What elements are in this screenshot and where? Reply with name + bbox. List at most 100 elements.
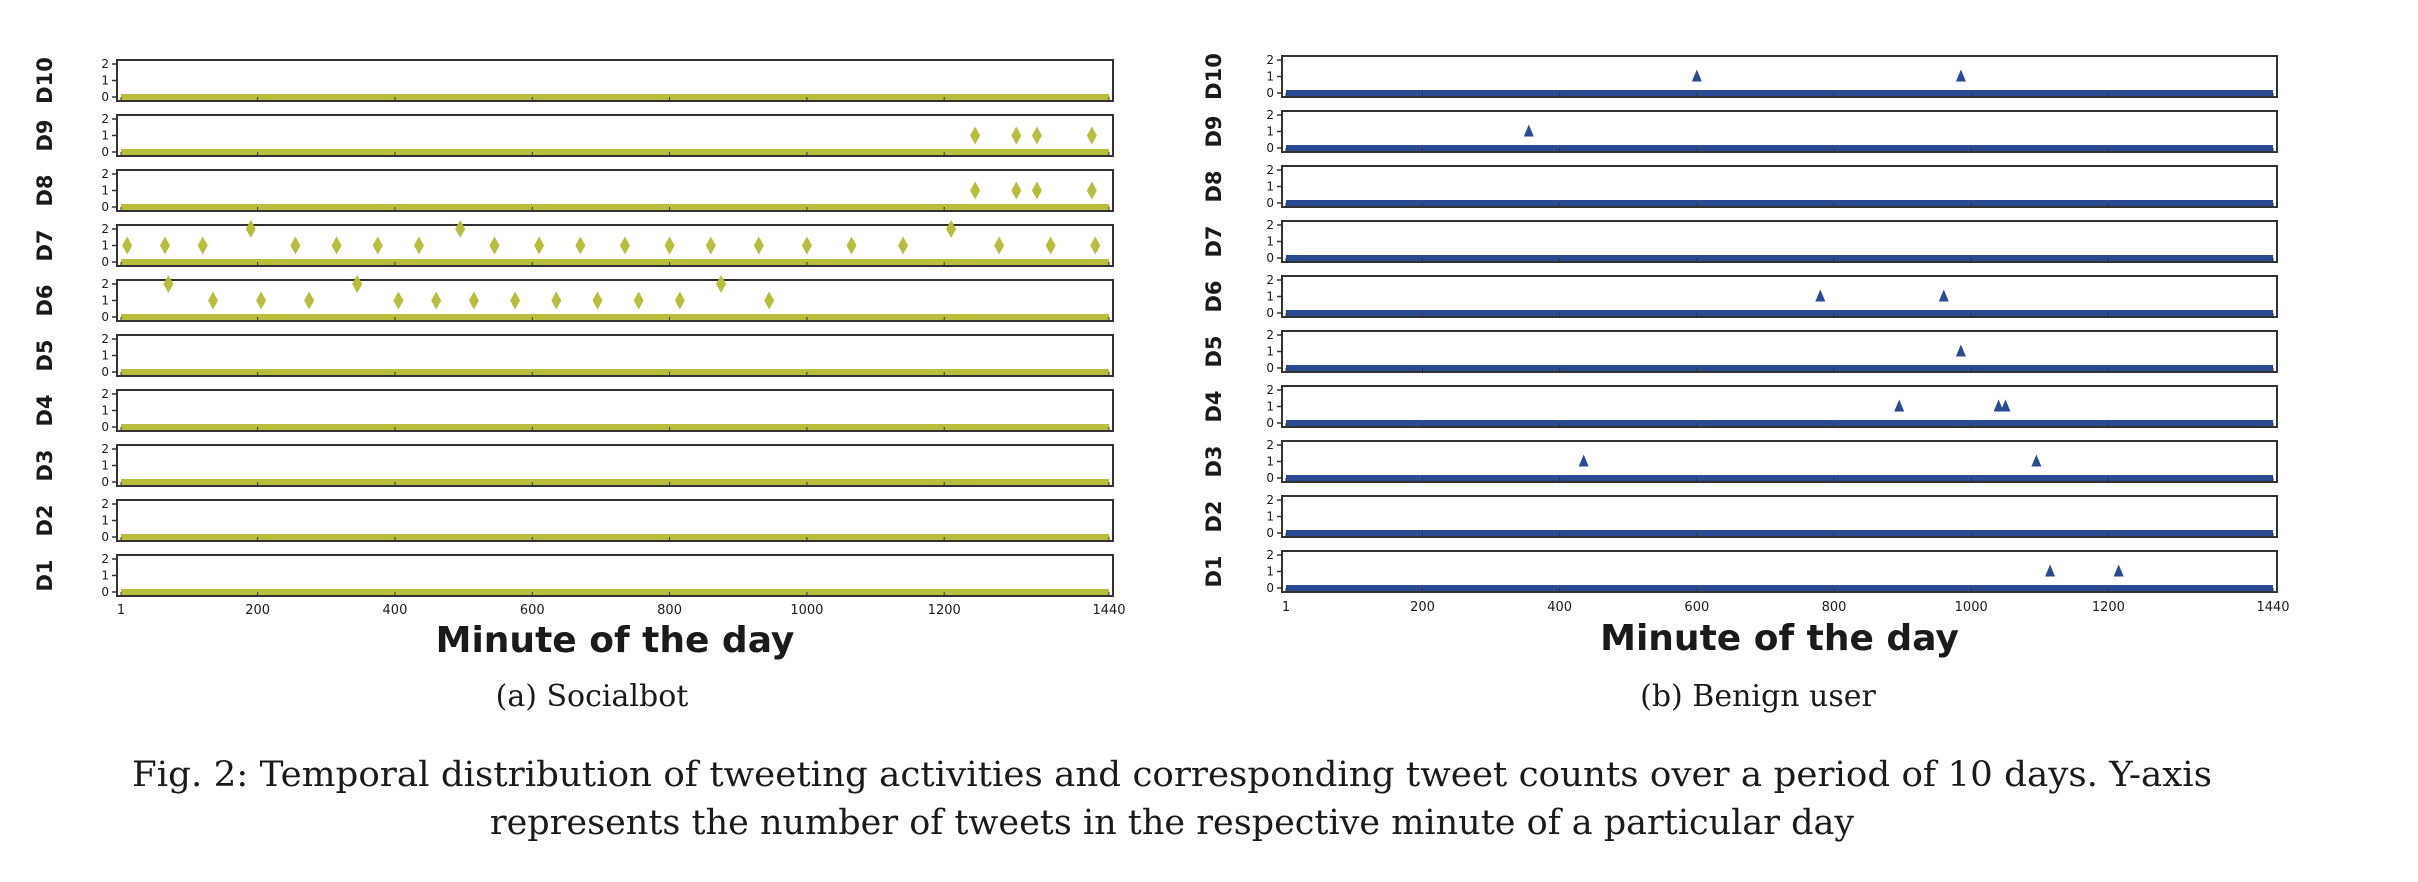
day-row: 0 1 2 D4: [33, 387, 1114, 434]
day-row: 0 1 2 D9: [1202, 108, 2278, 155]
data-point: [197, 236, 208, 255]
y-tick-label: 1: [1266, 510, 1274, 524]
y-tick-label: 2: [101, 57, 109, 71]
day-label: D6: [1202, 280, 1226, 312]
data-point: [1955, 344, 1966, 357]
day-row: 0 1 2 D10: [1202, 53, 2278, 100]
y-tick-label: 1: [101, 514, 109, 528]
data-point: [331, 236, 342, 255]
data-point: [551, 291, 562, 310]
data-point: [455, 220, 466, 238]
y-tick-label: 0: [1266, 361, 1274, 375]
x-tick-label: 800: [1822, 600, 1847, 615]
y-tick-label: 0: [1266, 526, 1274, 540]
y-tick-label: 1: [1266, 565, 1274, 579]
data-point: [592, 291, 603, 310]
zero-count-baseline: [1286, 475, 2273, 481]
day-label: D2: [33, 504, 57, 536]
figure-caption-line-1: Fig. 2: Temporal distribution of tweetin…: [132, 755, 2212, 795]
data-point: [393, 291, 404, 310]
data-point: [619, 236, 630, 255]
data-point: [159, 236, 170, 255]
data-point: [674, 291, 685, 310]
day-label: D9: [33, 119, 57, 151]
y-tick-label: 1: [1266, 400, 1274, 414]
data-point: [1691, 69, 1702, 82]
data-point: [1031, 181, 1042, 200]
y-tick-label: 2: [1266, 273, 1274, 287]
day-row: 0 1 2 D2: [33, 497, 1114, 544]
y-tick-label: 1: [1266, 455, 1274, 469]
zero-count-baseline: [121, 534, 1109, 540]
x-tick-label: 200: [1410, 600, 1435, 615]
x-tick-label: 400: [1547, 600, 1572, 615]
y-tick-label: 1: [101, 349, 109, 363]
zero-count-baseline: [121, 259, 1109, 265]
data-point: [431, 291, 442, 310]
day-label: D8: [1202, 170, 1226, 202]
x-tick-label: 600: [520, 603, 545, 618]
x-tick-label: 1000: [790, 603, 823, 618]
y-tick-label: 0: [1266, 581, 1274, 595]
x-tick-label: 1200: [928, 603, 961, 618]
day-row: 0 1 2 D9: [33, 112, 1114, 159]
day-label: D3: [1202, 445, 1226, 477]
data-point: [245, 220, 256, 238]
socialbot-panel: 012D10012D9012D8012D7012D6012D5012D4012D…: [33, 57, 1126, 661]
y-tick-label: 1: [101, 74, 109, 88]
data-point: [1955, 69, 1966, 82]
x-tick-label: 200: [245, 603, 270, 618]
day-row: 0 1 2 D8: [33, 167, 1114, 214]
day-row: 0 1 2 D1: [1202, 548, 2278, 595]
y-tick-label: 1: [1266, 180, 1274, 194]
y-tick-label: 1: [101, 459, 109, 473]
day-label: D10: [33, 57, 57, 104]
data-point: [575, 236, 586, 255]
zero-count-baseline: [1286, 530, 2273, 536]
zero-count-baseline: [121, 314, 1109, 320]
y-tick-label: 2: [101, 442, 109, 456]
zero-count-baseline: [1286, 585, 2273, 591]
subcaption-b: (b) Benign user: [1640, 679, 1876, 714]
zero-count-baseline: [1286, 255, 2273, 261]
zero-count-baseline: [121, 149, 1109, 155]
data-point: [468, 291, 479, 310]
y-tick-label: 2: [101, 222, 109, 236]
x-tick-label: 400: [383, 603, 408, 618]
zero-count-baseline: [1286, 200, 2273, 206]
data-point: [256, 291, 267, 310]
data-point: [1086, 126, 1097, 145]
data-point: [633, 291, 644, 310]
day-label: D4: [1202, 390, 1226, 422]
data-point: [898, 236, 909, 255]
data-point: [208, 291, 219, 310]
day-row: 0 1 2 D5: [1202, 328, 2278, 375]
data-point: [2031, 454, 2042, 467]
data-point: [753, 236, 764, 255]
data-point: [413, 236, 424, 255]
day-label: D10: [1202, 53, 1226, 100]
data-point: [1938, 289, 1949, 302]
day-label: D9: [1202, 115, 1226, 147]
y-tick-label: 0: [101, 145, 109, 159]
data-point: [946, 220, 957, 238]
data-point: [846, 236, 857, 255]
day-row: 0 1 2 D10: [33, 57, 1114, 104]
data-point: [970, 126, 981, 145]
y-tick-label: 1: [1266, 290, 1274, 304]
data-point: [705, 236, 716, 255]
y-tick-label: 1: [101, 404, 109, 418]
y-tick-label: 0: [1266, 251, 1274, 265]
y-tick-label: 2: [1266, 548, 1274, 562]
y-tick-label: 1: [101, 129, 109, 143]
y-tick-label: 1: [1266, 235, 1274, 249]
day-label: D5: [1202, 335, 1226, 367]
zero-count-baseline: [121, 369, 1109, 375]
data-point: [1031, 126, 1042, 145]
data-point: [716, 275, 727, 293]
zero-count-baseline: [1286, 420, 2273, 426]
y-tick-label: 0: [1266, 471, 1274, 485]
data-point: [1578, 454, 1589, 467]
data-point: [510, 291, 521, 310]
